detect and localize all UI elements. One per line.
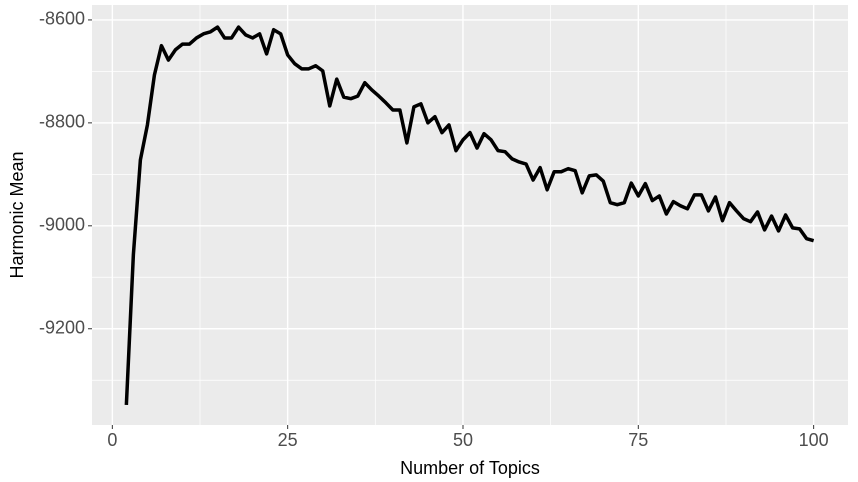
x-tick-label: 75: [628, 430, 648, 450]
y-tick-label: -9200: [39, 318, 85, 338]
x-tick-label: 25: [278, 430, 298, 450]
y-tick-label: -8600: [39, 9, 85, 29]
y-tick-label: -8800: [39, 112, 85, 132]
line: [124, 25, 815, 406]
x-tick-label: 0: [107, 430, 117, 450]
y-tick-label: -9000: [39, 215, 85, 235]
x-tick-label: 100: [799, 430, 829, 450]
y-axis-title: Harmonic Mean: [7, 151, 27, 278]
x-axis-title: Number of Topics: [400, 458, 540, 478]
panel: [92, 5, 848, 425]
x-tick-label: 50: [453, 430, 473, 450]
